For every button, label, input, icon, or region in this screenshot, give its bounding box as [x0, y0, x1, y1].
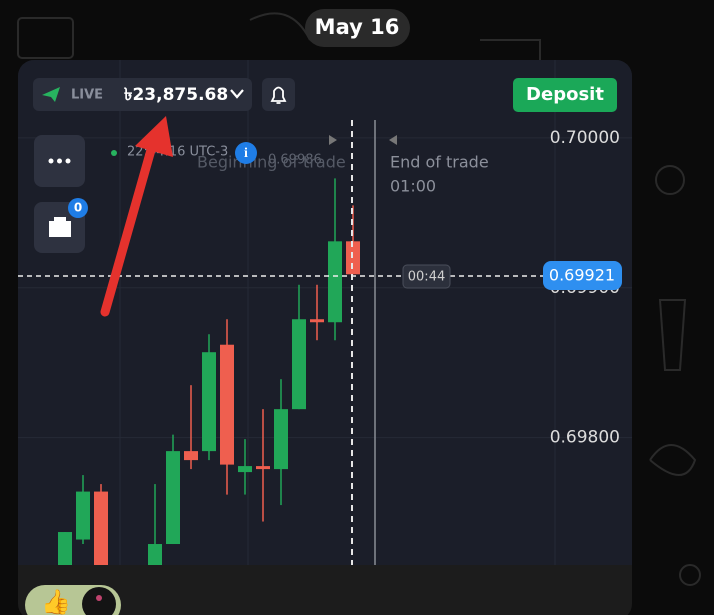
doodle: [658, 299, 687, 371]
candle: [94, 484, 108, 565]
candle: [238, 439, 252, 495]
briefcase-icon: [49, 217, 71, 237]
annotation-arrow-head: [135, 116, 173, 157]
candle: [328, 178, 342, 341]
current-price: 0.69921: [549, 266, 615, 285]
doodle: [17, 17, 74, 59]
candle-body: [238, 466, 252, 473]
candle: [148, 484, 162, 565]
bell-icon: [270, 86, 287, 104]
y-tick-label: 0.69800: [550, 428, 620, 448]
annotation-arrow-shaft: [100, 145, 156, 317]
timer: 00:44: [408, 270, 445, 285]
candle: [58, 532, 72, 565]
candle-body: [76, 491, 90, 540]
badge: [68, 198, 88, 218]
y-tick-label: 0.70000: [550, 128, 620, 148]
timer-pill: [402, 264, 451, 289]
reaction-emoji: 👍: [41, 588, 71, 615]
candle-body: [184, 451, 198, 461]
candle-body: [202, 352, 216, 452]
dot: [57, 158, 62, 164]
trade-end-label: End of trade: [390, 153, 489, 172]
trade-start-price: 0.69986: [268, 153, 322, 168]
deposit-button[interactable]: [513, 78, 617, 112]
doodle: [480, 39, 541, 60]
info-icon: i: [244, 146, 248, 161]
deposit-label: Deposit: [526, 84, 604, 105]
candle: [166, 434, 180, 545]
end-flag: [389, 135, 397, 145]
candle: [274, 379, 288, 506]
screenshot-card-bottom: [18, 540, 632, 565]
mode-label: LIVE: [71, 88, 103, 103]
doodle: [655, 165, 685, 195]
candle-body: [58, 532, 72, 565]
notifications-button[interactable]: [262, 78, 295, 111]
candle-body: [220, 344, 234, 465]
dot: [48, 158, 54, 164]
screenshot-card: [18, 60, 632, 565]
candle: [76, 475, 90, 545]
date-pill: [305, 9, 410, 47]
current-price-pill: [543, 261, 622, 290]
candle: [202, 334, 216, 461]
candle: [184, 385, 198, 470]
info-button[interactable]: [235, 142, 257, 164]
account-selector[interactable]: [33, 78, 252, 111]
dropdown-chevron[interactable]: [230, 89, 244, 99]
dot: [65, 158, 71, 164]
start-flag: [329, 135, 337, 145]
trade-duration: 01:00: [390, 177, 436, 196]
candle-body: [292, 319, 306, 410]
avatar-detail: [96, 595, 102, 601]
candle-body: [94, 491, 108, 565]
live-icon: [42, 87, 60, 102]
candle-body: [328, 241, 342, 323]
candle: [220, 319, 234, 495]
candle-body: [256, 466, 270, 470]
candle: [310, 284, 324, 341]
doodle: [679, 564, 701, 586]
candle-body: [166, 451, 180, 545]
status-dot: [111, 150, 117, 156]
candle: [292, 284, 306, 410]
candle: [256, 409, 270, 522]
date-label: May 16: [315, 15, 400, 39]
doodle: [649, 444, 697, 476]
balance: ৳23,875.68: [124, 85, 228, 105]
chart-area: [18, 60, 632, 565]
trade-start-label: Beginning of trade: [197, 153, 346, 172]
reactor-avatar: [82, 587, 116, 615]
candle-body: [274, 409, 288, 470]
candle-body: [148, 544, 162, 565]
badge-count: 0: [74, 201, 82, 215]
menu-dots: [48, 158, 71, 164]
candle-body: [310, 319, 324, 323]
